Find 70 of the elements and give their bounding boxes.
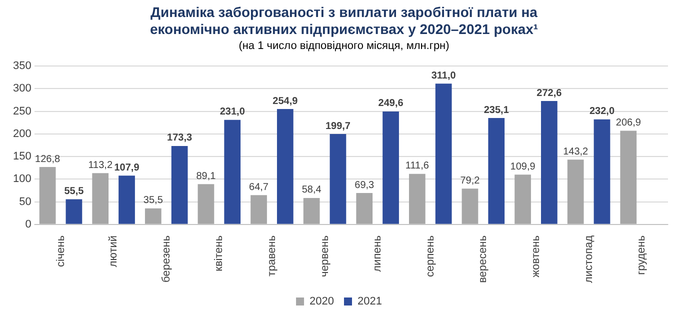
- x-tick-label: лютий: [108, 235, 120, 268]
- bar: [330, 134, 346, 224]
- data-label: 126,8: [35, 154, 60, 165]
- y-tick-label: 350: [12, 60, 32, 72]
- data-label: 311,0: [431, 70, 456, 82]
- data-label: 199,7: [325, 120, 351, 132]
- data-label: 58,4: [302, 184, 322, 196]
- bar: [224, 120, 241, 224]
- data-label: 249,6: [378, 98, 404, 110]
- data-label: 143,2: [563, 146, 589, 158]
- bar: [594, 119, 610, 224]
- bar: [488, 118, 505, 224]
- y-tick-label: 250: [12, 105, 32, 118]
- legend-label: 2020: [310, 296, 334, 308]
- bar: [408, 174, 426, 224]
- x-tick-label: липень: [372, 235, 384, 272]
- data-label: 69,3: [354, 180, 375, 191]
- bar: [171, 146, 188, 224]
- bar: [198, 184, 214, 224]
- data-label: 64,7: [249, 182, 269, 193]
- x-tick-label: березень: [160, 235, 172, 283]
- y-tick-label: 50: [19, 196, 32, 208]
- data-label: 55,5: [64, 186, 84, 198]
- data-label: 109,9: [510, 161, 536, 172]
- bar: [382, 111, 399, 224]
- data-label: 79,2: [460, 175, 480, 186]
- bar: [276, 109, 294, 224]
- bar: [567, 160, 584, 224]
- bar: [39, 167, 56, 224]
- data-label: 272,6: [536, 88, 562, 99]
- bar: [514, 174, 531, 224]
- x-tick-label: жовтень: [530, 235, 542, 278]
- y-tick-label: 100: [12, 173, 32, 186]
- bar: [144, 208, 162, 224]
- x-tick-label: грудень: [636, 235, 648, 275]
- data-label: 107,9: [114, 162, 140, 174]
- x-tick-label: серпень: [424, 235, 436, 278]
- bar: [250, 195, 267, 224]
- data-label: 113,2: [88, 160, 113, 171]
- x-tick-label: січень: [54, 235, 67, 268]
- x-tick-label: квітень: [213, 235, 226, 272]
- x-tick-label: вересень: [477, 235, 490, 283]
- bar: [462, 188, 478, 224]
- bar: [92, 173, 109, 224]
- y-tick-label: 300: [12, 82, 32, 95]
- legend-label: 2021: [358, 296, 382, 308]
- data-label: 254,9: [272, 96, 298, 107]
- bar: [66, 199, 82, 224]
- bar: [541, 101, 558, 224]
- data-label: 231,0: [220, 106, 246, 118]
- data-label: 232,0: [589, 106, 615, 118]
- bar: [620, 130, 637, 224]
- y-tick-label: 150: [12, 150, 32, 163]
- bar: [303, 198, 320, 224]
- chart-title: Динаміка заборгованості з виплати заробітної плати на економічно активних підприємствах у 2020–2021 роках¹: [148, 4, 540, 38]
- data-label: 111,6: [405, 160, 430, 172]
- y-tick-label: 0: [25, 218, 32, 230]
- x-tick-label: червень: [318, 235, 331, 278]
- data-label: 206,9: [616, 118, 642, 129]
- bar: [356, 193, 373, 224]
- y-tick-label: 200: [12, 128, 32, 140]
- chart-subtitle: (на 1 число відповідного місяця, млн.грн): [238, 40, 450, 52]
- data-label: 89,1: [196, 170, 216, 182]
- x-tick-label: травень: [266, 235, 278, 276]
- bar: [435, 84, 452, 224]
- data-label: 35,5: [143, 195, 164, 206]
- data-label: 173,3: [167, 132, 193, 144]
- data-label: 235,1: [484, 104, 510, 116]
- x-tick-label: листопад: [582, 234, 595, 284]
- bar: [118, 176, 135, 224]
